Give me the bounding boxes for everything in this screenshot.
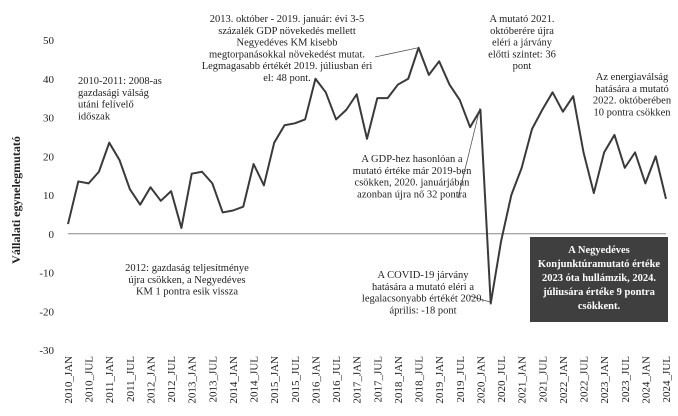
annotation: utáni felívelő bbox=[78, 100, 134, 111]
y-axis-label: Vállalati egynelegmutató bbox=[9, 136, 23, 264]
x-tick-label: 2011_JAN bbox=[104, 356, 116, 403]
annotation: előtti szintet: 36 bbox=[488, 49, 556, 60]
annotation: A COVID-19 járvány bbox=[378, 270, 470, 281]
annotation: Negyedéves KM kisebb bbox=[237, 38, 338, 49]
x-tick-label: 2018_JUL bbox=[414, 356, 426, 403]
x-tick-label: 2016_JAN bbox=[310, 356, 322, 404]
x-tick-label: 2014_JAN bbox=[228, 356, 240, 404]
x-tick-label: 2019_JAN bbox=[434, 356, 446, 404]
x-tick-label: 2013_JUL bbox=[207, 356, 219, 403]
x-tick-label: 2022_JUL bbox=[579, 356, 591, 403]
y-tick-label: 50 bbox=[43, 35, 55, 47]
annotation: hatására a mutató eléri a bbox=[372, 282, 474, 293]
annotation: százalék GDP növekedés mellett bbox=[218, 26, 356, 37]
leader-line bbox=[469, 295, 491, 303]
highlight-text: A Negyedéves bbox=[568, 245, 630, 256]
x-tick-label: 2017_JUL bbox=[372, 356, 384, 403]
highlight-box bbox=[530, 237, 668, 322]
y-tick-label: 40 bbox=[43, 74, 55, 86]
x-tick-label: 2020_JUL bbox=[496, 356, 508, 403]
x-tick-label: 2024_JAN bbox=[640, 356, 652, 404]
annotation: eléri a járvány bbox=[492, 38, 553, 49]
x-tick-label: 2019_JUL bbox=[455, 356, 467, 403]
annotation: A mutató 2021. bbox=[489, 14, 554, 25]
x-tick-label: 2023_JAN bbox=[599, 356, 611, 404]
x-tick-label: 2015_JAN bbox=[269, 356, 281, 404]
annotation: pont bbox=[513, 61, 532, 72]
annotation: április: -18 pont bbox=[389, 305, 456, 316]
annotation: Legmagasabb értékét 2019. júliusban éri bbox=[202, 61, 373, 72]
annotation: megtorpanásokkal növekedést mutat. bbox=[209, 49, 365, 60]
x-tick-label: 2018_JAN bbox=[393, 356, 405, 404]
x-tick-label: 2021_JAN bbox=[517, 356, 529, 404]
annotation: el: 48 pont. bbox=[263, 73, 311, 84]
x-tick-label: 2021_JUL bbox=[537, 356, 549, 403]
x-tick-label: 2016_JUL bbox=[331, 356, 343, 403]
annotation: 2013. október - 2019. január: évi 3-5 bbox=[210, 14, 365, 25]
highlight-text: 2023 óta hullámzik, 2024. bbox=[542, 273, 656, 284]
x-tick-label: 2015_JUL bbox=[290, 356, 302, 403]
annotation: 2010-2011: 2008-as bbox=[78, 76, 162, 87]
x-tick-label: 2010_JAN bbox=[63, 356, 75, 404]
y-tick-label: 30 bbox=[43, 113, 55, 125]
annotation: Az energiaválság bbox=[596, 72, 669, 83]
x-tick-label: 2024_JUL bbox=[661, 356, 673, 403]
x-tick-label: 2023_JUL bbox=[620, 356, 632, 403]
x-tick-label: 2017_JAN bbox=[352, 356, 364, 404]
annotation: KM 1 pontra esik vissza bbox=[136, 287, 238, 298]
y-tick-label: -30 bbox=[39, 345, 54, 357]
annotation: hatására a mutató bbox=[595, 84, 668, 95]
annotation: azonban újra nő 32 pontra bbox=[357, 189, 467, 200]
leader-line bbox=[374, 47, 418, 58]
annotation: októberére újra bbox=[490, 26, 554, 37]
annotation: legalacsonyabb értékét 2020. bbox=[362, 294, 484, 305]
annotation: újra csökken, a Negyedéves bbox=[128, 275, 245, 286]
x-tick-label: 2022_JAN bbox=[558, 356, 570, 404]
highlight-text: Konjunktúramutató értéke bbox=[538, 259, 661, 270]
y-tick-label: 0 bbox=[49, 229, 55, 241]
y-tick-label: -10 bbox=[39, 268, 54, 280]
x-tick-label: 2010_JUL bbox=[84, 356, 96, 403]
annotation: mutató értéke már 2019-ben bbox=[353, 166, 472, 177]
highlight-text: júliusára értéke 9 pontra bbox=[542, 287, 655, 298]
x-tick-label: 2011_JUL bbox=[125, 356, 137, 402]
annotation: A GDP-hez hasonlóan a bbox=[361, 154, 463, 165]
y-tick-label: 10 bbox=[43, 190, 55, 202]
y-tick-label: 20 bbox=[43, 151, 55, 163]
y-tick-label: -20 bbox=[39, 306, 54, 318]
annotation: csökken, 2020. januárjában bbox=[355, 178, 471, 189]
annotation: gazdasági válság bbox=[78, 88, 150, 99]
annotation: 10 pontra csökken bbox=[594, 107, 672, 118]
x-tick-label: 2014_JUL bbox=[249, 356, 261, 403]
annotation: időszak bbox=[78, 111, 111, 122]
annotation: 2012: gazdaság teljesítménye bbox=[125, 263, 249, 274]
x-tick-label: 2013_JAN bbox=[187, 356, 199, 404]
x-tick-label: 2012_JAN bbox=[145, 356, 157, 404]
highlight-text: csökkent. bbox=[578, 301, 621, 312]
leader-line bbox=[457, 107, 481, 199]
annotation: 2022. októberében bbox=[593, 96, 672, 107]
x-tick-label: 2012_JUL bbox=[166, 356, 178, 403]
data-line bbox=[67, 46, 667, 305]
x-tick-label: 2020_JAN bbox=[475, 356, 487, 404]
